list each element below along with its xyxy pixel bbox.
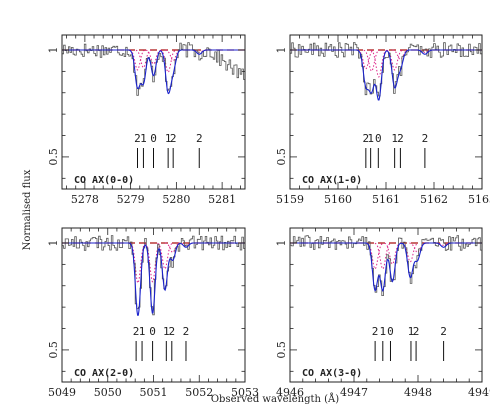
transition-label: 0 xyxy=(375,132,382,145)
x-tick-label: 5281 xyxy=(208,193,236,206)
x-tick-label: 5049 xyxy=(48,386,76,399)
component-profile xyxy=(374,242,391,270)
x-tick-label: 5278 xyxy=(71,193,99,206)
y-axis-title: Normalised flux xyxy=(22,169,33,250)
x-tick-label: 5052 xyxy=(185,386,213,399)
x-tick-label: 4946 xyxy=(276,386,304,399)
plot-area xyxy=(62,42,245,96)
component-profile xyxy=(370,49,387,78)
transition-label: 1 xyxy=(408,325,415,338)
transition-label: 2 xyxy=(133,325,140,338)
x-tick-label: 4949 xyxy=(468,386,490,399)
x-tick-label: 4948 xyxy=(404,386,432,399)
x-tick-label: 5280 xyxy=(162,193,190,206)
plot-area xyxy=(62,235,245,316)
y-tick-label: 0.5 xyxy=(275,148,288,166)
component-profile xyxy=(165,242,181,253)
panel-label: CO AX(2-0) xyxy=(74,368,134,379)
transition-label: 1 xyxy=(391,132,398,145)
transition-label: 2 xyxy=(168,325,175,338)
model-fit xyxy=(62,49,245,95)
x-tick-label: 5162 xyxy=(420,193,448,206)
y-tick-label: 1 xyxy=(275,46,288,53)
transition-label: 2 xyxy=(170,132,177,145)
transition-label: 1 xyxy=(379,325,386,338)
transition-label: 0 xyxy=(387,325,394,338)
plot-area xyxy=(290,42,482,101)
transition-label: 2 xyxy=(183,325,190,338)
component-profile xyxy=(160,49,176,73)
x-tick-label: 5279 xyxy=(117,193,145,206)
model-fit xyxy=(62,242,245,316)
x-tick-label: 5051 xyxy=(140,386,168,399)
x-tick-label: 5163 xyxy=(468,193,490,206)
transition-label: 2 xyxy=(134,132,141,145)
transition-label: 0 xyxy=(150,132,157,145)
x-tick-label: 5161 xyxy=(372,193,400,206)
component-profile xyxy=(357,49,374,70)
transition-label: 2 xyxy=(363,132,370,145)
transition-label: 1 xyxy=(163,325,170,338)
transition-label: 0 xyxy=(149,325,156,338)
observed-spectrum xyxy=(290,235,482,296)
transition-label: 1 xyxy=(165,132,172,145)
transition-label: 1 xyxy=(140,132,147,145)
panel-label: CO AX(3-0) xyxy=(302,368,362,379)
panel-label: CO AX(1-0) xyxy=(302,175,362,186)
x-tick-label: 4947 xyxy=(340,386,368,399)
x-tick-label: 5053 xyxy=(231,386,259,399)
y-tick-label: 1 xyxy=(47,239,60,246)
x-tick-label: 5050 xyxy=(94,386,122,399)
transition-label: 1 xyxy=(139,325,146,338)
component-profile xyxy=(363,49,380,72)
panel-frame xyxy=(289,227,483,383)
x-axis-title: Observed wavelength (Å) xyxy=(211,393,339,405)
y-tick-label: 0.5 xyxy=(275,341,288,359)
transition-label: 2 xyxy=(440,325,447,338)
panel-label: CO AX(0-0) xyxy=(74,175,134,186)
y-tick-label: 1 xyxy=(275,239,288,246)
transition-label: 2 xyxy=(196,132,203,145)
transition-label: 1 xyxy=(367,132,374,145)
panel-frame xyxy=(289,34,483,190)
model-fit xyxy=(290,242,482,292)
component-profile xyxy=(191,49,207,53)
transition-label: 2 xyxy=(372,325,379,338)
component-profile xyxy=(157,242,173,270)
y-tick-label: 0.5 xyxy=(47,148,60,166)
component-profile xyxy=(384,242,401,265)
x-tick-label: 5159 xyxy=(276,193,304,206)
observed-spectrum xyxy=(290,42,482,97)
transition-label: 2 xyxy=(422,132,429,145)
model-fit xyxy=(290,49,482,101)
observed-spectrum xyxy=(62,42,245,96)
y-tick-label: 1 xyxy=(47,46,60,53)
y-tick-label: 0.5 xyxy=(47,341,60,359)
panel-frame xyxy=(61,34,246,190)
transition-label: 2 xyxy=(413,325,420,338)
transition-label: 2 xyxy=(397,132,404,145)
x-tick-label: 5160 xyxy=(324,193,352,206)
component-profile xyxy=(129,49,146,71)
plot-area xyxy=(290,235,482,296)
